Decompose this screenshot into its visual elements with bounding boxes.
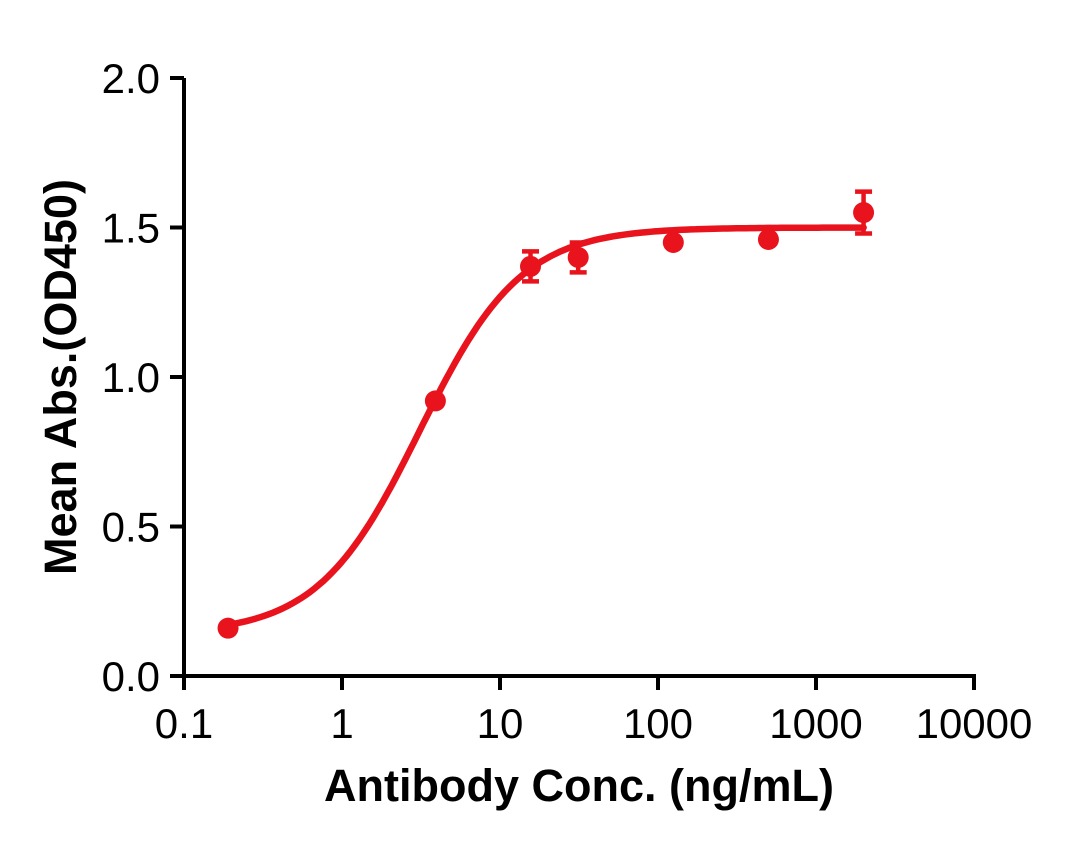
data-point bbox=[853, 202, 875, 224]
fit-curve bbox=[224, 224, 867, 629]
y-axis-title: Mean Abs.(OD450) bbox=[35, 179, 86, 575]
series-layer bbox=[217, 189, 875, 639]
data-point bbox=[757, 228, 779, 250]
data-point bbox=[662, 231, 684, 253]
x-tick-label: 10000 bbox=[916, 700, 1033, 747]
data-point bbox=[217, 617, 239, 639]
x-tick-label: 1000 bbox=[769, 700, 862, 747]
data-point bbox=[424, 390, 446, 412]
x-axis-title: Antibody Conc. (ng/mL) bbox=[324, 760, 834, 811]
y-tick-label: 1.5 bbox=[102, 205, 160, 252]
axes-layer: 0.1 1 10 100 1000 10000 0.0 0.5 1.0 1.5 2.0 bbox=[102, 55, 1033, 747]
x-tick-label: 1 bbox=[330, 700, 353, 747]
y-tick-label: 0.0 bbox=[102, 653, 160, 700]
x-tick-label: 0.1 bbox=[155, 700, 213, 747]
data-point bbox=[567, 246, 589, 268]
y-tick-label: 1.0 bbox=[102, 354, 160, 401]
y-tick-label: 0.5 bbox=[102, 504, 160, 551]
x-tick-label: 100 bbox=[623, 700, 693, 747]
data-point bbox=[520, 255, 542, 277]
y-tick-label: 2.0 bbox=[102, 55, 160, 102]
x-tick-label: 10 bbox=[477, 700, 524, 747]
